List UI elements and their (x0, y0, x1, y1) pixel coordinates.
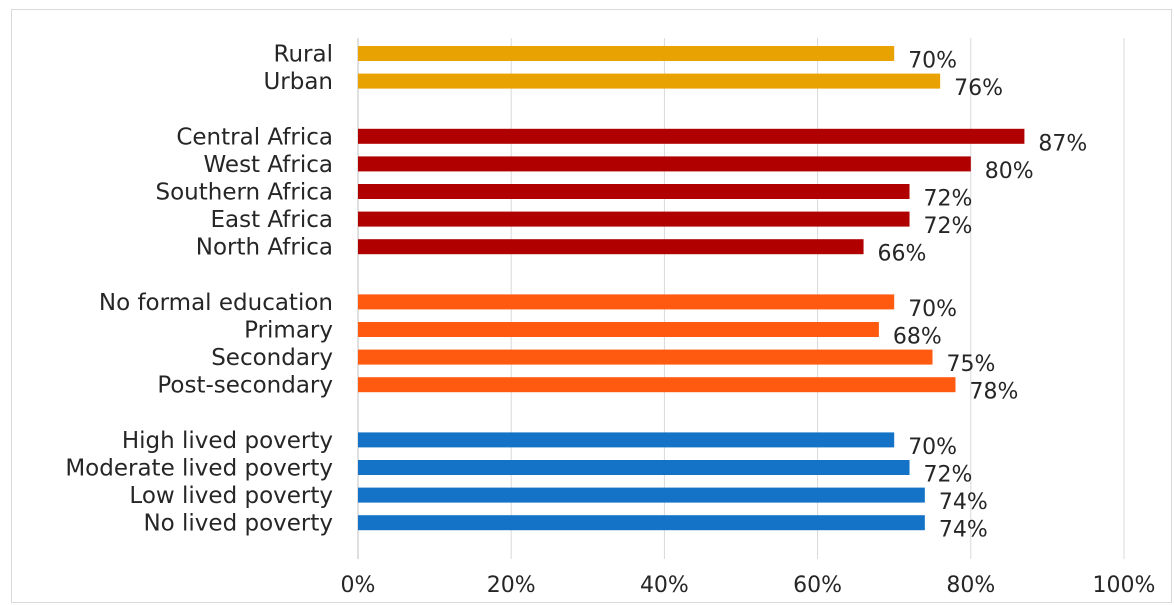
bar (358, 432, 895, 448)
x-tick-label: 100% (1093, 573, 1156, 598)
value-label: 76% (954, 76, 1003, 101)
bar (358, 128, 1025, 144)
value-label: 68% (893, 325, 942, 350)
bar (358, 377, 956, 393)
value-label: 74% (939, 490, 988, 515)
category-label: No formal education (99, 290, 333, 316)
x-tick-label: 0% (341, 573, 376, 598)
value-label: 72% (924, 214, 973, 239)
bar (358, 294, 895, 310)
value-label: 66% (878, 242, 927, 267)
value-label: 78% (969, 380, 1018, 405)
bar (358, 211, 910, 227)
category-label: West Africa (204, 152, 333, 178)
value-label: 70% (908, 435, 957, 460)
chart-frame (11, 9, 1172, 603)
category-label: High lived poverty (122, 428, 333, 454)
value-label: 75% (947, 352, 996, 377)
category-label: Post-secondary (157, 373, 333, 399)
bar (358, 156, 971, 172)
category-label: Urban (263, 69, 333, 95)
bar (358, 460, 910, 475)
category-label: Low lived poverty (129, 483, 333, 509)
x-tick-label: 40% (640, 573, 689, 598)
value-label: 74% (939, 518, 988, 543)
category-label: Southern Africa (155, 180, 333, 206)
value-label: 72% (924, 463, 973, 488)
category-label: Rural (274, 42, 333, 68)
bar (358, 515, 925, 531)
category-label: Primary (244, 318, 333, 344)
value-label: 80% (985, 159, 1034, 184)
value-label: 87% (1038, 131, 1087, 156)
bars (358, 46, 1025, 531)
category-label: Central Africa (176, 124, 333, 150)
x-tick-label: 20% (487, 573, 536, 598)
bar (358, 239, 864, 255)
category-label: Moderate lived poverty (65, 456, 333, 482)
x-axis-tick-labels: 0% 20% 40% 60% 80% 100% (341, 573, 1156, 598)
bar (358, 322, 879, 337)
value-labels: 70%76%87%80%72%72%66%70%68%75%78%70%72%7… (878, 49, 1088, 543)
category-label: East Africa (210, 207, 333, 233)
x-tick-label: 80% (946, 573, 995, 598)
bar (358, 184, 910, 199)
bar (358, 73, 941, 89)
category-label: Secondary (211, 345, 333, 371)
value-label: 70% (908, 49, 957, 74)
bar (358, 487, 925, 503)
category-label: North Africa (196, 235, 333, 261)
bar (358, 349, 933, 365)
x-tick-label: 60% (793, 573, 842, 598)
value-label: 70% (908, 297, 957, 322)
category-label: No lived poverty (143, 511, 333, 537)
value-label: 72% (924, 187, 973, 212)
bar (358, 46, 895, 61)
